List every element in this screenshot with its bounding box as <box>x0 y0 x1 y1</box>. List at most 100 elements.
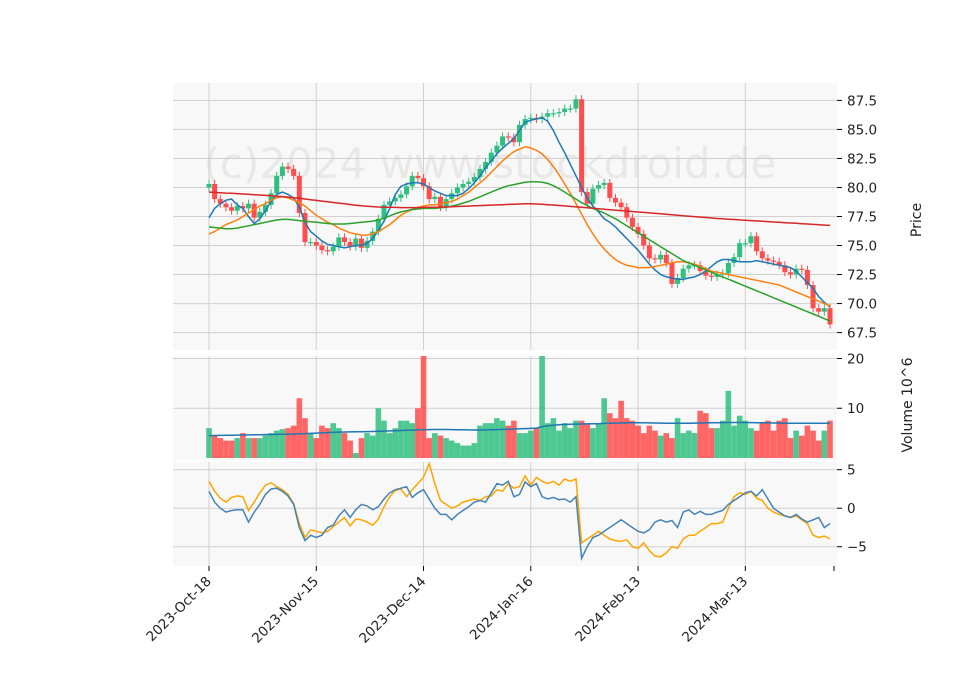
volume-bar <box>573 420 579 458</box>
candle-body <box>398 194 404 198</box>
candle-body <box>590 188 596 204</box>
volume-bar <box>307 433 314 458</box>
candle-body <box>353 238 359 247</box>
volume-bar <box>482 423 489 458</box>
candle-body <box>703 271 709 276</box>
volume-bar <box>234 438 241 458</box>
candle-body <box>754 236 760 252</box>
candle-body <box>776 261 782 266</box>
candle-body <box>466 181 472 184</box>
price-axis-label: Price <box>909 203 925 237</box>
candle-body <box>505 136 511 138</box>
indicator-panel <box>173 462 837 566</box>
indicator-panel-background <box>173 462 837 566</box>
volume-bar <box>477 425 483 458</box>
candle-body <box>596 185 602 189</box>
price-tick-label: 72.5 <box>847 268 877 284</box>
candle-body <box>517 124 522 143</box>
volume-bar <box>268 433 274 458</box>
candle-body <box>358 238 364 248</box>
volume-tick-label: 20 <box>847 351 864 367</box>
volume-bar <box>409 423 416 458</box>
candle-body <box>381 204 387 219</box>
volume-bar <box>499 420 506 458</box>
volume-bar <box>217 438 224 458</box>
volume-bar <box>612 418 619 458</box>
candle-body <box>635 226 641 234</box>
volume-axis-label: Volume 10^6 <box>900 357 916 452</box>
candle-body <box>229 207 235 211</box>
volume-bar <box>364 433 370 458</box>
moving-averages <box>208 117 831 322</box>
candle-body <box>432 196 438 200</box>
candle-body <box>426 186 432 200</box>
volume-bar <box>296 398 303 458</box>
volume-bar <box>443 438 449 458</box>
volume-bar <box>753 430 760 458</box>
candle-body <box>708 275 714 277</box>
candle-body <box>765 258 771 261</box>
volume-bar <box>544 423 551 458</box>
volume-bar <box>640 433 647 458</box>
candle-body <box>771 260 777 262</box>
volume-bar <box>494 418 500 458</box>
volume-bar <box>635 425 641 458</box>
indicator-signal-line <box>208 461 831 558</box>
volume-bar <box>759 423 766 458</box>
volume-bar <box>691 433 698 458</box>
candle-body <box>483 161 489 169</box>
candle-body <box>528 117 534 120</box>
candle-body <box>680 268 686 279</box>
volume-bar <box>341 433 348 458</box>
volume-bar <box>584 423 591 458</box>
volume-bar <box>827 420 833 458</box>
candle-body <box>658 254 664 260</box>
candle-body <box>285 166 291 169</box>
volume-bar <box>392 428 399 458</box>
candle-body <box>686 265 692 269</box>
candle-body <box>279 166 285 176</box>
candle-body <box>759 251 765 259</box>
candle-body <box>341 237 347 243</box>
volume-bar <box>533 428 540 458</box>
candle-body <box>567 108 573 110</box>
candle-body <box>804 269 810 285</box>
candle-body <box>330 246 336 252</box>
volume-bar <box>375 408 382 458</box>
volume-bar <box>465 445 472 458</box>
volume-bar <box>703 413 709 458</box>
volume-bar <box>403 420 410 458</box>
candle-body <box>308 242 314 244</box>
candle-body <box>262 204 268 212</box>
volume-bar <box>206 428 212 458</box>
volume-bar <box>748 428 754 458</box>
volume-bar <box>516 433 523 458</box>
volume-bar <box>550 418 557 458</box>
volume-bar <box>302 418 308 458</box>
candle-body <box>206 183 212 188</box>
x-tick-label: 2024-Feb-13 <box>572 574 644 646</box>
x-tick-label: 2023-Nov-15 <box>249 574 322 647</box>
volume-bar <box>731 425 737 458</box>
candle-body <box>246 203 252 209</box>
volume-bar <box>488 423 495 458</box>
candle-body <box>347 242 353 247</box>
candle-body <box>641 233 647 246</box>
volume-bar <box>522 433 528 458</box>
volume-bar <box>279 429 286 458</box>
volume-bar <box>369 435 376 458</box>
candle-body <box>477 168 483 178</box>
candle-body <box>652 258 658 260</box>
candle-body <box>629 217 635 227</box>
series-line-ma_long <box>208 180 831 322</box>
volume-bar <box>257 438 263 458</box>
price-tick-label: 85.0 <box>847 122 877 138</box>
price-tick-label: 70.0 <box>847 297 877 313</box>
volume-bar <box>415 408 421 458</box>
candle-body <box>274 175 280 194</box>
candle-body <box>291 168 297 176</box>
candle-body <box>556 112 562 114</box>
candle-body <box>624 207 630 218</box>
volume-bar <box>657 435 664 458</box>
candle-body <box>494 145 500 153</box>
